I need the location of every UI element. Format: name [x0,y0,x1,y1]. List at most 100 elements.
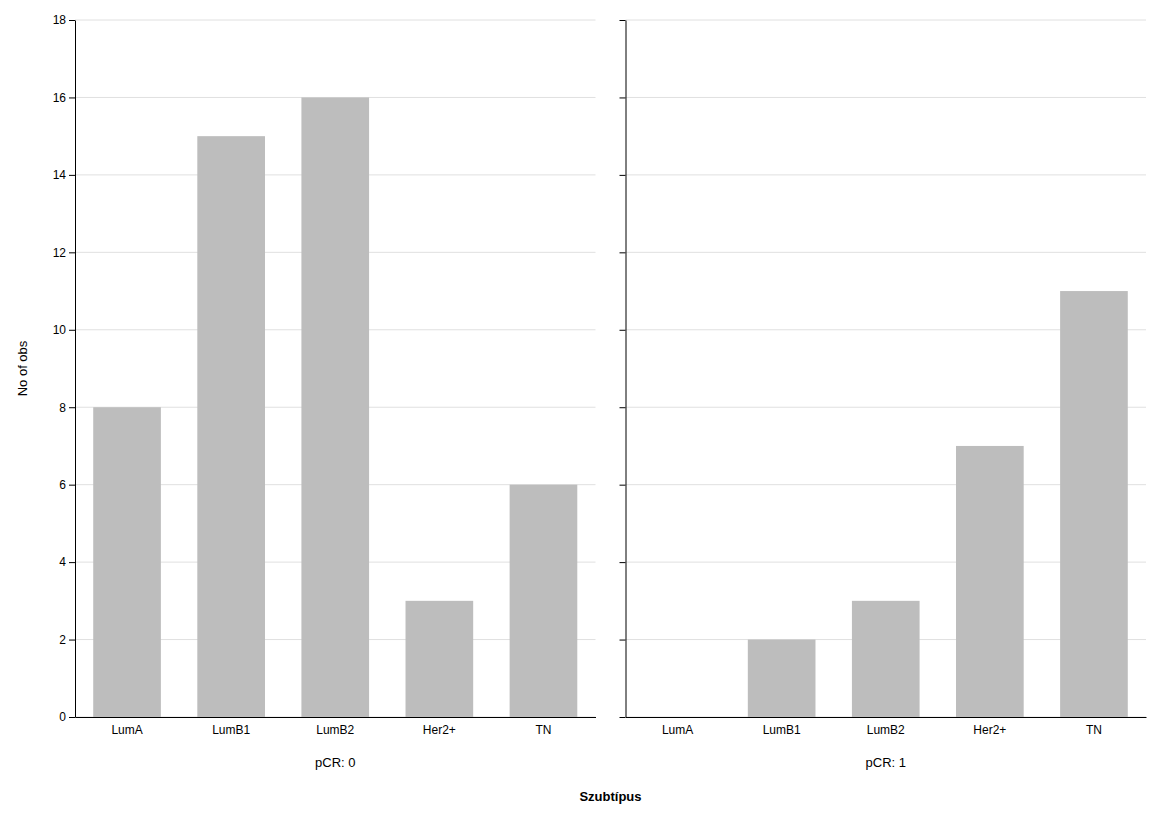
axis-line [76,717,597,718]
panel: LumA LumB1 LumB2 Her2+ TN 0 2 4 6 8 10 12 14 16 18 No o… [15,13,596,770]
x-axis-title: Szubtípus [579,789,641,804]
chart-svg: LumA LumB1 LumB2 Her2+ TN 0 2 4 6 8 10 12 14 16 18 No o… [0,0,1166,817]
tick-label: 0 [59,710,66,724]
tick [620,562,626,563]
tick [620,717,626,718]
tick-mark [69,175,75,176]
tick: LumB2 [867,723,905,737]
tick-mark [620,485,626,486]
bar [301,97,369,717]
tick-label: 4 [59,555,66,569]
grid [626,20,1147,717]
tick-label: LumB1 [763,723,801,737]
bar [644,717,712,718]
grid-line [626,174,1147,175]
tick-mark [69,485,75,486]
bar [852,601,920,717]
tick-mark [620,97,626,98]
tick: LumB1 [212,723,250,737]
tick-mark [69,407,75,408]
tick-mark [620,717,626,718]
tick-label: 18 [53,13,67,27]
panel-title: pCR: 0 [315,755,355,770]
tick [620,97,626,98]
tick: 4 [59,555,75,569]
bar [748,640,816,717]
tick [620,175,626,176]
tick-mark [69,562,75,563]
tick: TN [1086,723,1102,737]
tick: LumB1 [763,723,801,737]
panel: LumA LumB1 LumB2 Her2+ TN pCR: 1 [620,20,1147,770]
tick-label: 14 [53,168,67,182]
tick-label: 12 [53,246,67,260]
tick-label: 6 [59,478,66,492]
tick-mark [620,252,626,253]
tick-mark [620,175,626,176]
x-axis: LumA LumB1 LumB2 Her2+ TN [76,718,597,737]
tick-label: 8 [59,401,66,415]
tick: Her2+ [423,723,456,737]
tick: 6 [59,478,75,492]
bar [510,485,578,717]
tick-mark [69,252,75,253]
tick: 18 [53,13,75,27]
tick-label: 16 [53,91,67,105]
grid-line [626,97,1147,98]
tick-mark [69,330,75,331]
tick: 14 [53,168,75,182]
tick: 0 [59,710,75,724]
tick [620,407,626,408]
tick-mark [69,640,75,641]
tick-mark [69,717,75,718]
tick-mark [620,20,626,21]
tick [620,640,626,641]
tick: Her2+ [973,723,1006,737]
panel-title: pCR: 1 [866,755,906,770]
grid-line [75,20,596,21]
tick-label: 10 [53,323,67,337]
tick: 2 [59,633,75,647]
y-axis [620,21,627,718]
axis-line [626,21,627,718]
tick-label: Her2+ [423,723,456,737]
tick [620,485,626,486]
grid-line [626,20,1147,21]
bar [1060,291,1128,717]
y-axis-title: No of obs [15,340,30,396]
tick [620,20,626,21]
tick-label: TN [1086,723,1102,737]
bars [748,291,1128,717]
tick: 16 [53,91,75,105]
tick: LumA [662,723,693,737]
tick-mark [620,407,626,408]
tick-mark [620,562,626,563]
x-axis: LumA LumB1 LumB2 Her2+ TN [626,718,1147,737]
tick: LumB2 [316,723,354,737]
tick: 12 [53,246,75,260]
tick: TN [535,723,551,737]
tick-mark [620,640,626,641]
grid-line [626,252,1147,253]
tick: 8 [59,401,75,415]
tick: LumA [111,723,142,737]
tick-label: Her2+ [973,723,1006,737]
tick-label: LumB2 [867,723,905,737]
tick-label: LumA [662,723,693,737]
bar [197,136,265,717]
tick-label: TN [535,723,551,737]
bar [406,601,474,717]
axis-line [626,717,1147,718]
tick-label: LumB1 [212,723,250,737]
tick-mark [620,330,626,331]
grid [75,20,596,717]
tick [620,252,626,253]
tick-label: LumB2 [316,723,354,737]
tick-label: LumA [111,723,142,737]
bar [956,446,1024,717]
tick-mark [69,20,75,21]
bars [93,97,577,717]
bar [93,407,161,717]
y-axis: 0 2 4 6 8 10 12 14 16 18 [53,13,76,724]
tick-label: 2 [59,633,66,647]
